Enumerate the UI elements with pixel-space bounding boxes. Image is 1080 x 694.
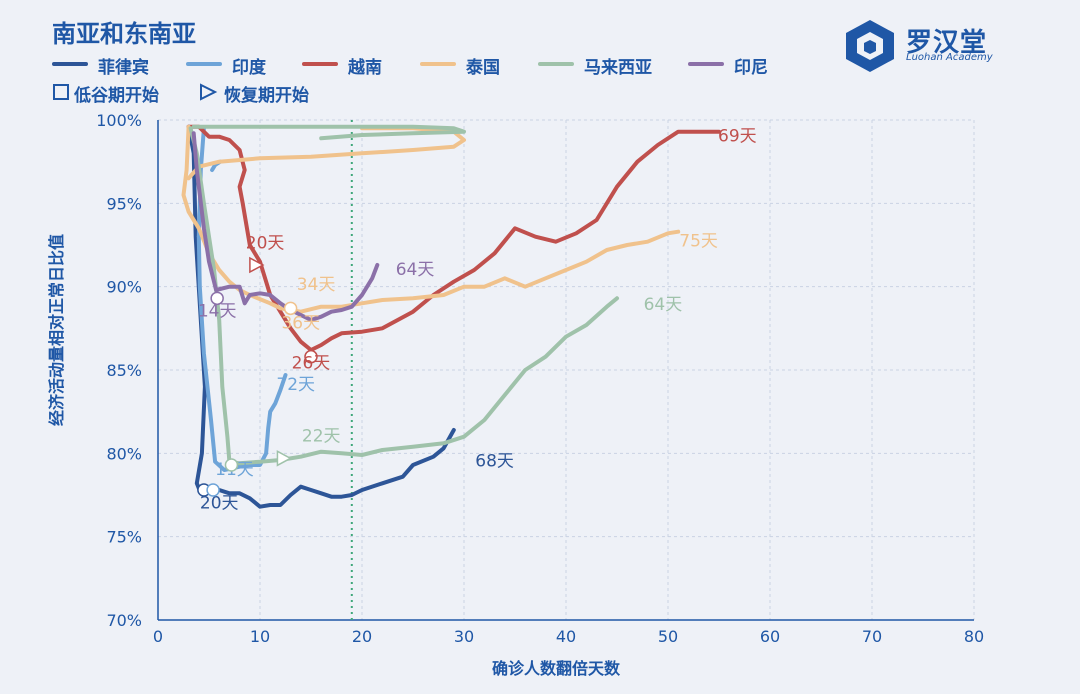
x-axis-title: 确诊人数翻倍天数 bbox=[492, 659, 621, 678]
x-tick-label: 30 bbox=[454, 627, 474, 646]
series-annotation: 26天 bbox=[292, 353, 331, 373]
series-annotation: 64天 bbox=[644, 295, 683, 315]
x-tick-label: 50 bbox=[658, 627, 678, 646]
y-tick-label: 95% bbox=[106, 194, 142, 213]
x-tick-label: 20 bbox=[352, 627, 372, 646]
x-tick-label: 80 bbox=[964, 627, 984, 646]
series-annotation: 72天 bbox=[276, 375, 315, 395]
series-annotation: 20天 bbox=[246, 233, 285, 253]
trough-marker bbox=[225, 459, 237, 471]
y-tick-label: 80% bbox=[106, 444, 142, 463]
x-tick-label: 10 bbox=[250, 627, 270, 646]
y-tick-label: 85% bbox=[106, 361, 142, 380]
x-tick-label: 70 bbox=[862, 627, 882, 646]
series-annotation: 34天 bbox=[297, 275, 336, 295]
y-tick-label: 90% bbox=[106, 278, 142, 297]
y-tick-label: 75% bbox=[106, 528, 142, 547]
series-annotation: 14天 bbox=[198, 302, 237, 322]
y-tick-label: 100% bbox=[96, 111, 142, 130]
series-annotation: 36天 bbox=[281, 313, 320, 333]
series-line bbox=[184, 127, 679, 312]
x-tick-label: 40 bbox=[556, 627, 576, 646]
y-axis-title: 经济活动量相对正常日比值 bbox=[47, 234, 66, 426]
y-tick-label: 70% bbox=[106, 611, 142, 630]
series-annotation: 64天 bbox=[396, 260, 435, 280]
recovery-marker bbox=[277, 451, 290, 465]
series-line-extra bbox=[194, 127, 464, 139]
trough-marker bbox=[207, 484, 219, 496]
series-annotation: 69天 bbox=[718, 127, 757, 147]
x-tick-label: 60 bbox=[760, 627, 780, 646]
series-annotation: 20天 bbox=[200, 493, 239, 513]
x-tick-label: 0 bbox=[153, 627, 163, 646]
series-annotation: 75天 bbox=[679, 232, 718, 252]
series-annotation: 22天 bbox=[302, 427, 341, 447]
series-line-extra bbox=[189, 128, 464, 178]
series-annotation: 68天 bbox=[475, 452, 514, 472]
